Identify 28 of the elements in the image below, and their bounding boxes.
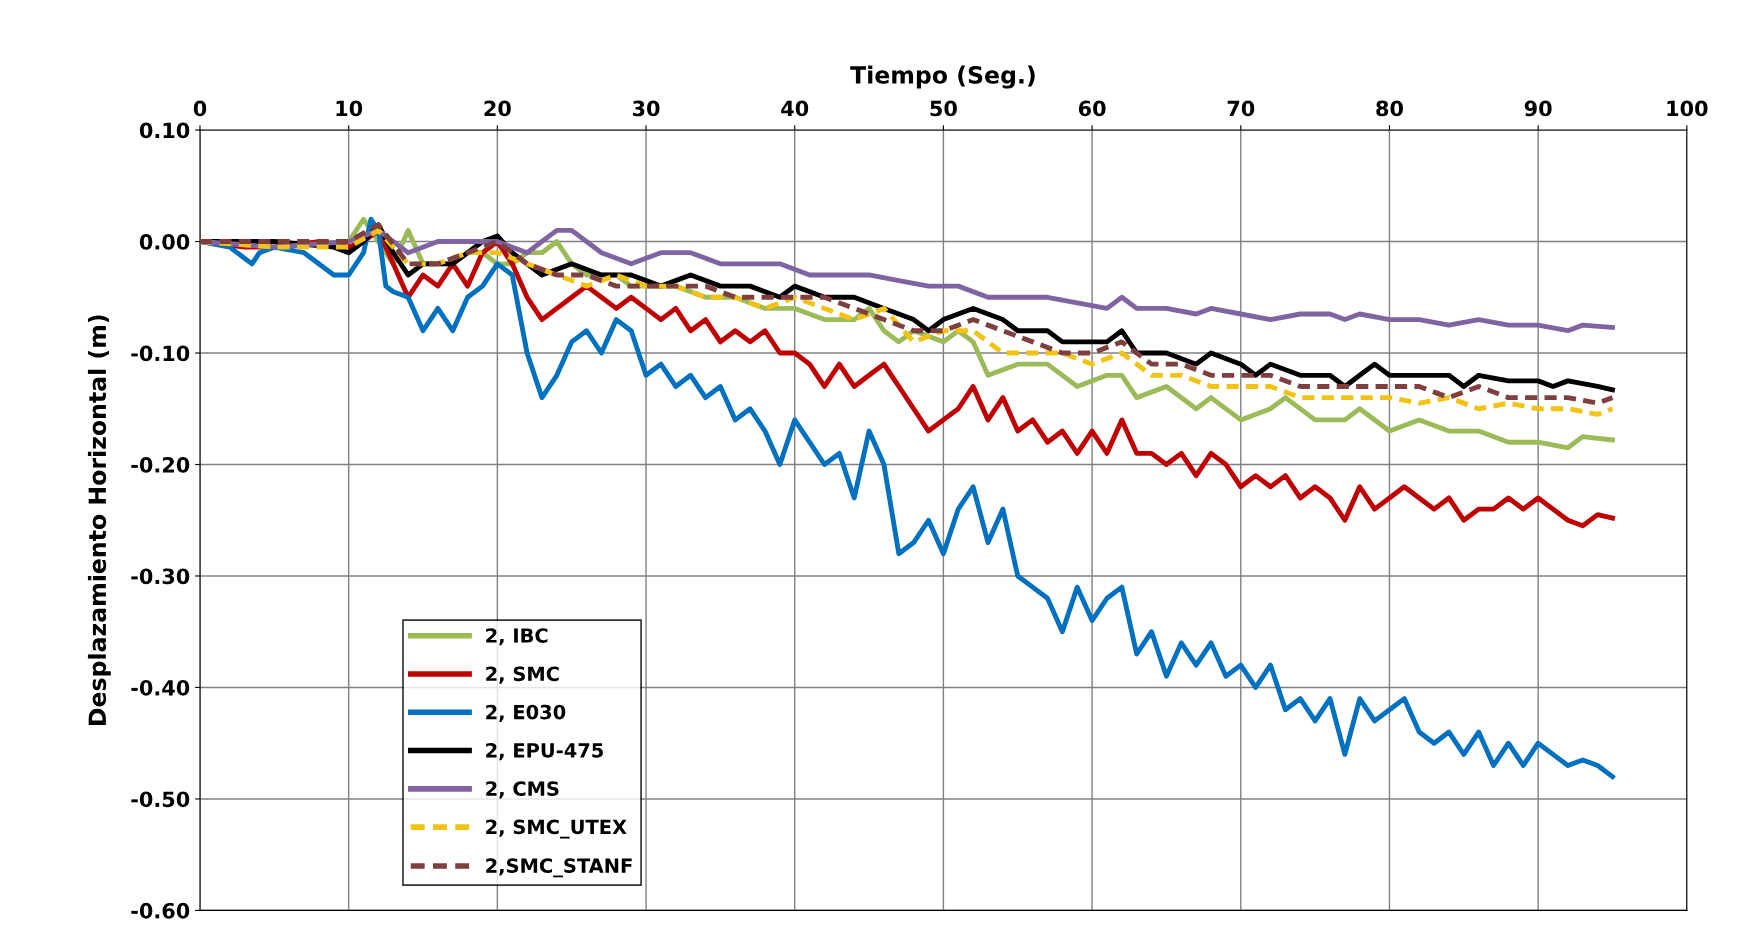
x-axis-title: Tiempo (Seg.) (850, 65, 1035, 89)
legend-label: 2, IBC (486, 628, 548, 646)
y-tick-label: -0.10 (131, 345, 190, 362)
legend-label: 2, SMC_UTEX (486, 819, 627, 839)
y-tick-label: -0.40 (131, 679, 190, 696)
legend-label: 2,SMC_STANF (486, 858, 632, 878)
y-tick-label: -0.50 (131, 791, 190, 808)
y-axis-title: Desplazamiento Horizontal (m) (87, 315, 111, 725)
x-tick-label: 70 (1227, 100, 1255, 117)
legend-label: 2, SMC (486, 666, 559, 684)
x-tick-label: 90 (1524, 100, 1552, 117)
legend-label: 2, EPU-475 (486, 742, 603, 761)
y-tick-label: 0.00 (139, 233, 190, 250)
x-tick-label: 30 (632, 100, 660, 117)
legend-label: 2, E030 (486, 704, 566, 722)
y-tick-label: -0.60 (131, 902, 190, 919)
y-tick-label: -0.30 (131, 568, 190, 585)
x-tick-label: 0 (193, 100, 207, 117)
x-tick-label: 20 (484, 100, 511, 117)
x-tick-label: 60 (1078, 100, 1106, 117)
x-tick-label: 40 (781, 100, 809, 117)
legend-label: 2, CMS (486, 781, 559, 799)
x-tick-label: 50 (930, 100, 957, 117)
x-tick-label: 10 (336, 100, 363, 117)
y-tick-label: -0.20 (131, 456, 190, 473)
y-tick-label: 0.10 (139, 122, 190, 139)
x-tick-label: 80 (1376, 100, 1403, 117)
x-tick-label: 100 (1667, 100, 1708, 117)
